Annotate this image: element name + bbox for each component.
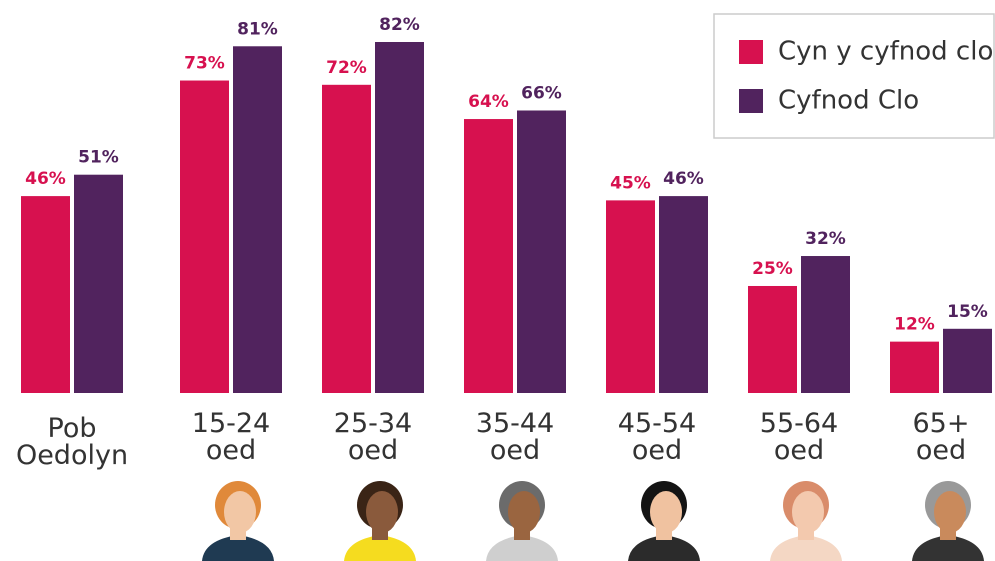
legend-swatch [739, 89, 763, 113]
bar [464, 119, 513, 394]
value-label: 45% [610, 173, 651, 193]
bar [180, 80, 229, 394]
x-tick-label: 45-54 oed [617, 408, 697, 466]
person-body [486, 535, 558, 561]
legend [713, 13, 995, 139]
legend-box [713, 13, 995, 139]
bar [233, 46, 282, 393]
person-body [202, 535, 274, 561]
value-label: 64% [468, 92, 509, 112]
x-tick-label: 35-44 oed [475, 408, 555, 466]
value-label: 72% [326, 58, 367, 78]
x-tick-label: 65+ oed [912, 408, 970, 466]
person-body [912, 535, 984, 561]
legend-swatch [739, 40, 763, 64]
legend-label: Cyfnod Clo [778, 86, 919, 116]
value-label: 66% [521, 83, 562, 103]
illustrations [202, 481, 984, 561]
person-face [934, 491, 966, 533]
bar [517, 110, 566, 394]
bar [943, 328, 992, 393]
person-face [508, 491, 540, 533]
value-label: 81% [237, 19, 278, 39]
x-tick-label: 25-34 oed [333, 408, 413, 466]
person-face [224, 491, 256, 533]
value-label: 82% [379, 15, 420, 35]
bar [890, 341, 939, 393]
value-label: 46% [25, 169, 66, 189]
x-tick-label: 55-64 oed [759, 408, 839, 466]
person-face [650, 491, 682, 533]
person-face [792, 491, 824, 533]
value-label: 12% [894, 315, 935, 335]
x-tick-label: Pob Oedolyn [15, 413, 129, 471]
person-face [366, 491, 398, 533]
value-label: 25% [752, 259, 793, 279]
value-label: 15% [947, 302, 988, 322]
value-label: 32% [805, 229, 846, 249]
bar [748, 285, 797, 393]
person-body [344, 535, 416, 561]
bar [375, 42, 424, 393]
value-label: 73% [184, 54, 225, 74]
bar [322, 84, 371, 394]
bar [801, 256, 850, 393]
value-label: 51% [78, 148, 119, 168]
person-body [770, 535, 842, 561]
x-tick-label: 15-24 oed [191, 408, 271, 466]
bar [74, 174, 123, 393]
person-body [628, 535, 700, 561]
bar [659, 196, 708, 393]
bar [606, 200, 655, 393]
legend-label: Cyn y cyfnod clo [778, 37, 993, 67]
value-label: 46% [663, 169, 704, 189]
bar [21, 196, 70, 393]
